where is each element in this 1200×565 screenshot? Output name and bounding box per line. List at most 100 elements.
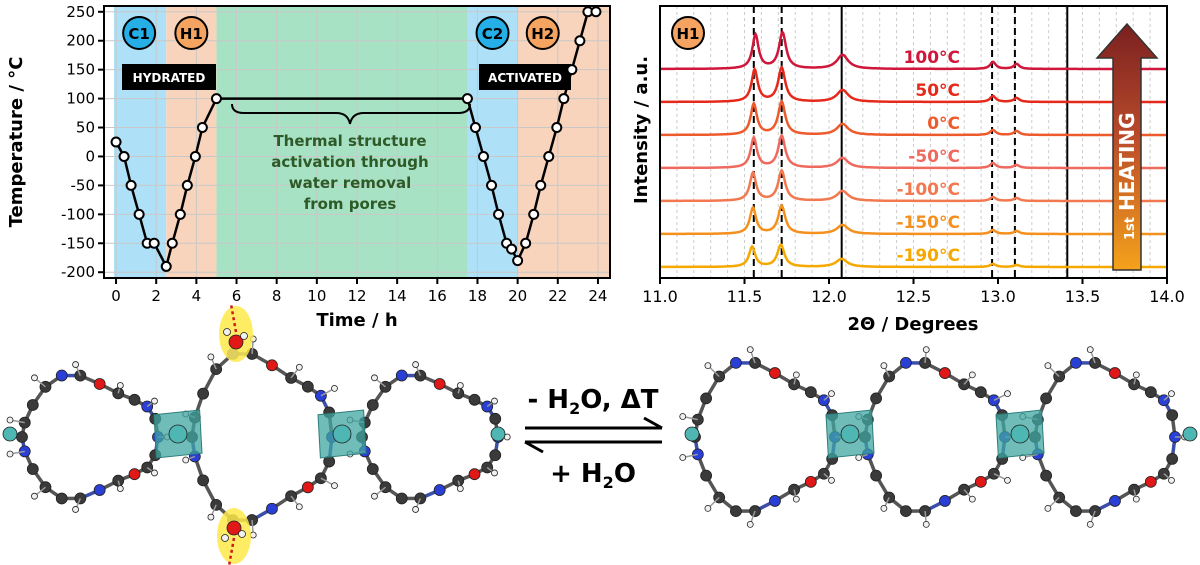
data-point: [125, 179, 137, 191]
data-point: [110, 136, 122, 148]
atom: [26, 463, 39, 475]
atom: [1166, 453, 1179, 465]
x-tick-label: 8: [272, 287, 282, 305]
data-point: [574, 35, 586, 47]
atom: [1010, 424, 1030, 444]
series-label: -190°C: [896, 246, 960, 266]
temperature-series: [110, 6, 602, 272]
atom: [116, 485, 124, 492]
stage-bands: [114, 6, 610, 278]
atom: [792, 371, 800, 379]
atom: [366, 399, 379, 411]
reference-lines: [752, 6, 1069, 278]
data-point: [148, 237, 160, 249]
x-tick-label: 2: [151, 287, 161, 305]
y-tick-label: 150: [66, 61, 95, 79]
y-tick-label: -50: [71, 176, 96, 194]
series-labels: -190°C -150°C -100°C -50°C 0°C 50°C 100°C: [896, 48, 960, 266]
atom: [26, 399, 39, 411]
atom: [1109, 495, 1121, 507]
atom: [684, 426, 700, 442]
hydrogen-bond: [227, 537, 236, 565]
x-tick-label: 16: [428, 287, 447, 305]
atom: [207, 513, 215, 521]
activated-framework-structure: [679, 346, 1198, 528]
data-point: [461, 93, 473, 105]
atom: [1004, 390, 1011, 398]
data-point: [166, 237, 178, 249]
atom: [182, 456, 190, 464]
y-axis-title: Temperature / °C: [6, 57, 27, 228]
data-point: [478, 150, 489, 162]
stage-badge-c2: C2: [475, 16, 510, 50]
atom: [730, 505, 742, 518]
atom: [1168, 476, 1175, 484]
data-point: [520, 237, 532, 249]
series-label: -100°C: [896, 180, 960, 200]
atom: [769, 367, 781, 379]
atom: [468, 468, 481, 481]
data-point: [590, 6, 602, 18]
atom: [804, 475, 817, 488]
water-highlight: [219, 306, 253, 362]
atom: [6, 450, 14, 458]
atom: [704, 362, 712, 370]
stage-badges: C1 H1 C2 H2: [122, 16, 560, 50]
atom: [412, 361, 419, 368]
atom: [1086, 520, 1094, 528]
atom: [679, 454, 687, 461]
data-point: [469, 122, 481, 134]
atom: [1168, 390, 1175, 398]
data-point: [118, 150, 130, 162]
atom: [1182, 426, 1198, 442]
stage-badge-circle: [475, 16, 510, 50]
svg-text:HYDRATED: HYDRATED: [133, 71, 206, 85]
data-point: [535, 179, 547, 191]
series-label: -150°C: [896, 213, 960, 233]
plot-frame: [659, 5, 1168, 279]
y-tick-label: -200: [61, 263, 95, 281]
atom: [922, 520, 930, 528]
atom: [804, 386, 817, 399]
x-tick-label: 6: [232, 287, 242, 305]
series-label: -50°C: [908, 147, 960, 167]
atom: [1070, 356, 1082, 369]
atom: [1044, 504, 1052, 512]
activation-brace: [231, 103, 471, 125]
xrd-pattern: [660, 99, 1167, 137]
x-tick-label: 12: [347, 287, 366, 305]
atom: [968, 495, 976, 503]
x-tick-label: 13.5: [1065, 287, 1101, 306]
atom: [16, 431, 28, 443]
atom: [870, 392, 883, 405]
x-tick-label: 14.0: [1149, 287, 1185, 306]
atom: [221, 534, 229, 542]
atom: [490, 426, 506, 442]
atom: [1166, 409, 1179, 421]
atom: [371, 374, 378, 382]
water-molecule: [219, 303, 253, 362]
atom: [128, 468, 141, 481]
atom: [197, 474, 210, 487]
xrd-pattern: [660, 29, 1167, 71]
x-tick-label: 22: [548, 287, 567, 305]
x-tick-label: 10: [307, 287, 326, 305]
atom: [1144, 386, 1157, 399]
stage-badge-label: C1: [128, 25, 149, 43]
atom: [93, 378, 106, 390]
atom: [900, 356, 912, 369]
xrd-pattern: [660, 242, 1167, 269]
stage-badge-h2: H2: [525, 16, 560, 50]
reaction-backward-label: + H2O: [550, 459, 636, 492]
atom: [468, 393, 481, 406]
atom: [55, 492, 68, 505]
hydrogen-bond: [229, 303, 238, 333]
atom: [331, 482, 338, 490]
y-tick-label: 200: [66, 32, 95, 50]
atom: [974, 475, 987, 488]
hydrated-label: HYDRATED: [122, 64, 216, 90]
atom: [974, 386, 987, 399]
atom: [730, 356, 742, 369]
atom: [295, 503, 303, 511]
atom: [55, 369, 68, 382]
